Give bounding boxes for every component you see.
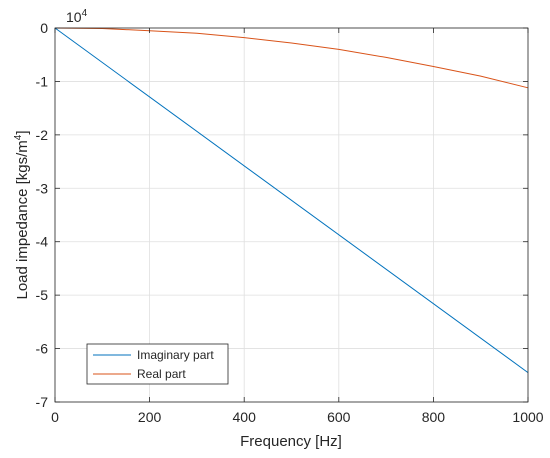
- series-line-1: [54, 27, 529, 89]
- legend-label-real: Real part: [137, 367, 186, 381]
- x-tick-label: 400: [233, 409, 257, 425]
- y-tick-label: 0: [40, 20, 48, 36]
- legend-box: [86, 343, 229, 385]
- x-tick-label: 200: [138, 409, 162, 425]
- y-tick-label: -5: [36, 287, 49, 303]
- y-tick-label: -7: [36, 394, 49, 410]
- x-tick-label: 1000: [512, 409, 543, 425]
- x-tick-label: 800: [422, 409, 446, 425]
- x-tick-label: 600: [327, 409, 351, 425]
- legend: Imaginary part Real part: [86, 343, 229, 385]
- series-lines: [54, 27, 529, 374]
- legend-label-imaginary: Imaginary part: [137, 348, 214, 362]
- y-tick-label: -3: [36, 180, 49, 196]
- y-axis-label: Load impedance [kgs/m4]: [13, 131, 31, 300]
- axis-ticks: 0 200 400 600 800 1000 0 -1 -2 -3 -4 -5 -6 -7: [36, 20, 544, 425]
- y-tick-label: -2: [36, 127, 49, 143]
- x-axis-label: Frequency [Hz]: [240, 433, 342, 450]
- y-tick-label: -6: [36, 341, 49, 357]
- plot-area-border: [54, 27, 529, 403]
- x-tick-label: 0: [51, 409, 59, 425]
- series-line-0: [54, 27, 529, 374]
- plot-area-background: [55, 28, 528, 402]
- y-tick-label: -1: [36, 73, 49, 89]
- y-multiplier: 104: [66, 8, 88, 25]
- y-tick-label: -4: [36, 234, 49, 250]
